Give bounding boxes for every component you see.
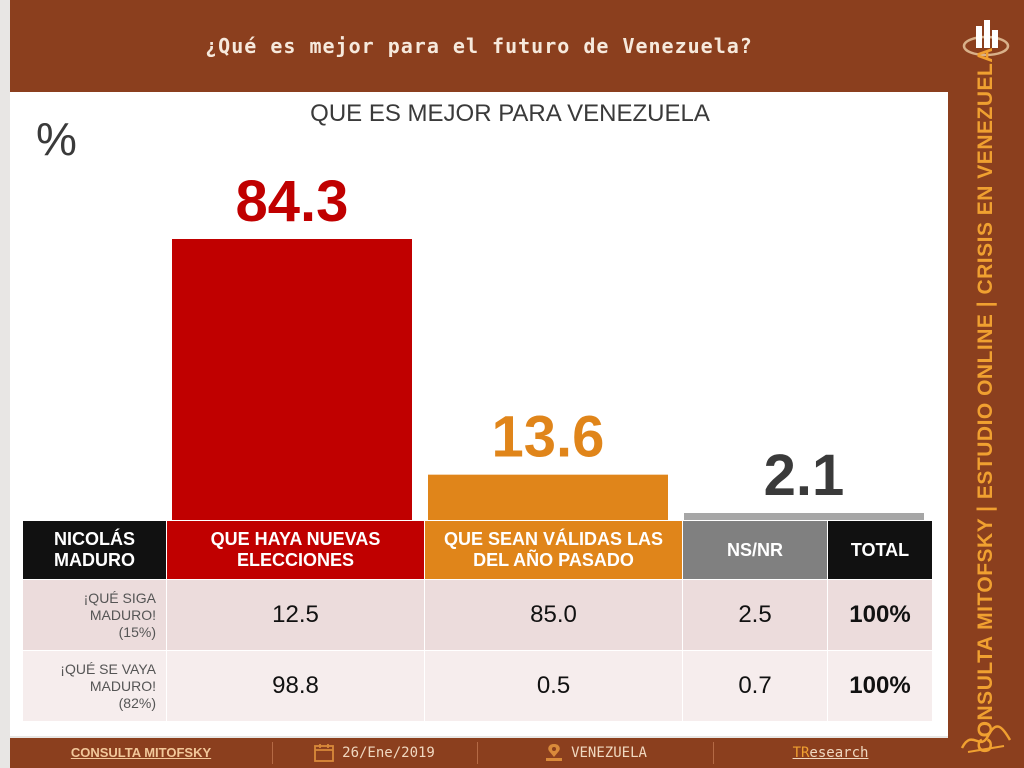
cell-validas: 0.5	[424, 650, 683, 722]
footer-date: 26/Ene/2019	[272, 738, 477, 768]
cell-nsnr: 0.7	[682, 650, 828, 722]
results-table: NICOLÁS MADURO QUE HAYA NUEVAS ELECCIONE…	[22, 520, 933, 722]
footer-brand: CONSULTA MITOFSKY	[70, 745, 212, 760]
header-bar: ¿Qué es mejor para el futuro de Venezuel…	[10, 0, 948, 92]
cell-validas: 85.0	[424, 579, 683, 651]
bar-1	[172, 239, 412, 520]
row-label-line2: MADURO!	[89, 677, 156, 694]
signature-icon	[960, 725, 1012, 753]
row-label-share: (82%)	[118, 694, 156, 711]
unit-label: %	[36, 113, 77, 165]
footer-partner-accent: TR	[792, 745, 810, 761]
footer-date-text: 26/Ene/2019	[342, 745, 435, 761]
cell-nuevas: 98.8	[166, 650, 425, 722]
bar-value-label: 2.1	[764, 443, 845, 508]
logo-icon	[962, 20, 1010, 57]
cell-nsnr: 2.5	[682, 579, 828, 651]
sidebar-vertical-text: CONSULTA MITOFSKY | ESTUDIO ONLINE | CRI…	[974, 47, 997, 753]
header-validas: QUE SEAN VÁLIDAS LAS DEL AÑO PASADO	[424, 520, 683, 580]
table-row: ¡QUÉ SIGA MADURO! (15%) 12.5 85.0 2.5 10…	[22, 579, 933, 651]
footer-partner: TResearch	[713, 738, 948, 768]
chart-title: QUE ES MEJOR PARA VENEZUELA	[310, 100, 710, 127]
header-maduro: NICOLÁS MADURO	[22, 520, 167, 580]
footer-partner-rest: esearch	[809, 745, 869, 761]
row-label-share: (15%)	[118, 623, 156, 640]
bar-3	[684, 513, 924, 520]
footer-divider	[713, 742, 714, 764]
footer-location: VENEZUELA	[477, 738, 713, 768]
row-label-line2: MADURO!	[89, 606, 156, 623]
cell-total: 100%	[827, 650, 933, 722]
footer-divider	[272, 742, 273, 764]
footer-bar: CONSULTA MITOFSKY 26/Ene/2019 VENEZUELA …	[10, 738, 948, 768]
page-title: ¿Qué es mejor para el futuro de Venezuel…	[205, 34, 753, 58]
calendar-icon	[314, 744, 335, 762]
cell-total: 100%	[827, 579, 933, 651]
bar-value-label: 84.3	[236, 169, 349, 234]
footer-divider	[477, 742, 478, 764]
table-header-row: NICOLÁS MADURO QUE HAYA NUEVAS ELECCIONE…	[22, 520, 933, 580]
header-nuevas-elecciones: QUE HAYA NUEVAS ELECCIONES	[166, 520, 425, 580]
table-row: ¡QUÉ SE VAYA MADURO! (82%) 98.8 0.5 0.7 …	[22, 650, 933, 722]
row-label: ¡QUÉ SE VAYA MADURO! (82%)	[22, 650, 167, 722]
row-label-line1: ¡QUÉ SIGA	[83, 589, 156, 606]
row-label: ¡QUÉ SIGA MADURO! (15%)	[22, 579, 167, 651]
bar-2	[428, 474, 668, 520]
cell-nuevas: 12.5	[166, 579, 425, 651]
header-total: TOTAL	[827, 520, 933, 580]
row-label-line1: ¡QUÉ SE VAYA	[60, 660, 156, 677]
map-pin-icon	[546, 744, 563, 761]
header-nsnr: NS/NR	[682, 520, 828, 580]
right-sidebar: CONSULTA MITOFSKY | ESTUDIO ONLINE | CRI…	[948, 0, 1024, 768]
bar-value-label: 13.6	[492, 405, 605, 470]
footer-location-text: VENEZUELA	[571, 745, 647, 761]
